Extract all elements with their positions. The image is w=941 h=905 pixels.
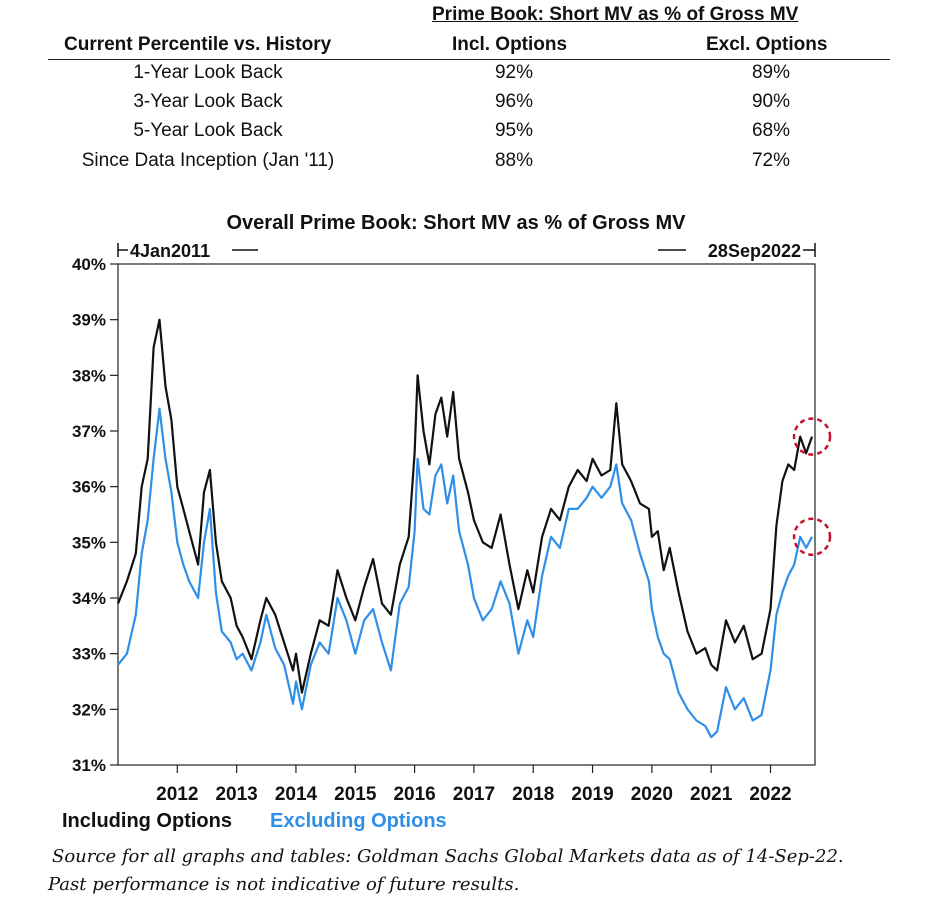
y-tick-label: 37% — [72, 422, 106, 441]
y-tick-label: 35% — [72, 533, 106, 552]
table-row-label: 5-Year Look Back — [133, 120, 283, 141]
table-row-label: 1-Year Look Back — [133, 62, 283, 83]
table-cell-excl: 89% — [751, 62, 791, 83]
footnote-disclaimer: Past performance is not indicative of fu… — [48, 874, 520, 895]
x-tick-label: 2020 — [631, 784, 673, 805]
y-tick-label: 33% — [72, 645, 106, 664]
y-tick-label: 32% — [72, 700, 106, 719]
series-layer — [116, 318, 814, 739]
y-tick-label: 40% — [72, 255, 106, 274]
table-row-label: 3-Year Look Back — [133, 91, 283, 112]
table-header-rule — [48, 59, 890, 60]
table-cell-incl: 92% — [494, 62, 534, 83]
x-tick-label: 2021 — [690, 784, 733, 805]
x-tick-label: 2018 — [512, 784, 554, 805]
highlight-layer — [792, 417, 832, 557]
x-tick-label: 2012 — [156, 784, 198, 805]
x-tick-label: 2016 — [393, 784, 435, 805]
chart-title: Overall Prime Book: Short MV as % of Gro… — [226, 212, 686, 234]
x-tick-label: 2015 — [334, 784, 377, 805]
end-date-label: 28Sep2022 — [708, 241, 801, 261]
table-cell-excl: 68% — [751, 120, 791, 141]
prime-book-chart: Overall Prime Book: Short MV as % of Gro… — [72, 212, 832, 805]
x-tick-label: 2017 — [453, 784, 495, 805]
table-header-metric: Current Percentile vs. History — [64, 34, 332, 55]
latest-value-highlight — [792, 417, 832, 456]
series-line-including-options — [116, 318, 814, 694]
table-cell-incl: 95% — [494, 120, 534, 141]
table-title: Prime Book: Short MV as % of Gross MV — [432, 4, 799, 25]
x-axis: 2012 2013 2014 2015 2016 2017 2018 2019 2020 2021… — [156, 765, 792, 805]
start-date-label: 4Jan2011 — [130, 241, 210, 261]
plot-frame — [117, 263, 816, 766]
x-tick-label: 2019 — [571, 784, 613, 805]
table-cell-excl: 72% — [751, 150, 791, 171]
y-axis: 31% 32% 33% 34% 35% 36% 37% 38% 39% 40% — [72, 255, 118, 775]
x-tick-label: 2022 — [749, 784, 791, 805]
x-tick-label: 2014 — [275, 784, 318, 805]
table-cell-incl: 88% — [494, 150, 534, 171]
y-tick-label: 39% — [72, 311, 106, 330]
legend-excluding-options: Excluding Options — [270, 810, 447, 832]
legend-including-options: Including Options — [62, 810, 232, 832]
table-header-incl: Incl. Options — [452, 34, 568, 55]
table-row-label: Since Data Inception (Jan '11) — [81, 150, 335, 171]
y-tick-label: 31% — [72, 756, 106, 775]
series-line-excluding-options — [117, 407, 813, 739]
y-tick-label: 36% — [72, 478, 106, 497]
x-tick-label: 2013 — [215, 784, 257, 805]
footnote-source: Source for all graphs and tables: Goldma… — [52, 846, 844, 867]
y-tick-label: 34% — [72, 589, 106, 608]
latest-value-highlight — [792, 517, 832, 557]
table-cell-incl: 96% — [494, 91, 534, 112]
table-cell-excl: 90% — [751, 91, 791, 112]
table-header-excl: Excl. Options — [706, 34, 828, 55]
y-tick-label: 38% — [72, 366, 106, 385]
